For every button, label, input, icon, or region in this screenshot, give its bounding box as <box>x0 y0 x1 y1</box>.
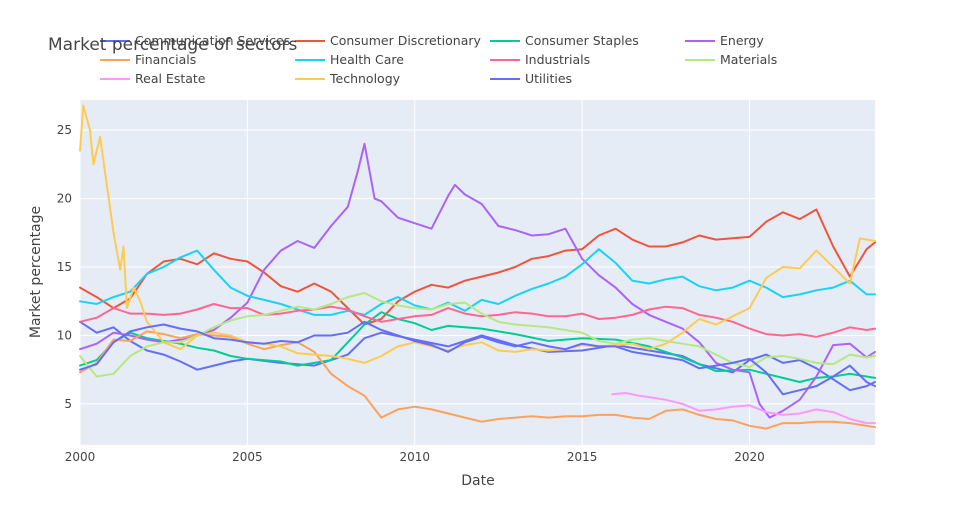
series-line-real-estate <box>611 392 876 425</box>
legend-item-energy[interactable]: Energy <box>685 33 764 48</box>
legend-item-consumer-staples[interactable]: Consumer Staples <box>490 33 639 48</box>
legend-item-utilities[interactable]: Utilities <box>490 71 572 86</box>
series-line-materials <box>79 292 876 378</box>
x-tick-label: 2015 <box>567 450 598 464</box>
chart-title: Market percentage of sectors <box>48 35 298 55</box>
legend-label: Materials <box>720 52 777 67</box>
legend-item-financials[interactable]: Financials <box>100 52 196 67</box>
series-line-utilities <box>79 320 876 396</box>
series-lines <box>79 104 876 430</box>
series-line-financials <box>79 330 876 430</box>
y-tick-label: 5 <box>64 397 72 411</box>
x-tick-label: 2010 <box>399 450 430 464</box>
legend-label: Utilities <box>525 71 572 86</box>
plot-area <box>80 100 875 445</box>
legend-label: Energy <box>720 33 764 48</box>
legend-item-consumer-discretionary[interactable]: Consumer Discretionary <box>295 33 481 48</box>
y-tick-label: 15 <box>57 260 72 274</box>
y-tick-label: 10 <box>57 328 72 342</box>
x-tick-label: 2005 <box>232 450 263 464</box>
legend-item-industrials[interactable]: Industrials <box>490 52 590 67</box>
legend-label: Technology <box>329 71 401 86</box>
legend-item-materials[interactable]: Materials <box>685 52 777 67</box>
x-tick-label: 2000 <box>65 450 96 464</box>
series-line-health-care <box>79 248 876 316</box>
y-tick-label: 20 <box>57 192 72 206</box>
series-line-industrials <box>79 303 876 338</box>
series-line-consumer-staples <box>79 311 876 383</box>
series-line-technology <box>79 104 876 364</box>
x-tick-labels: 2000 2005 2010 2015 2020 <box>65 450 765 464</box>
series-line-consumer-discretionary <box>79 208 876 326</box>
y-tick-label: 25 <box>57 123 72 137</box>
legend-label: Communication Services <box>135 33 290 48</box>
legend-label: Consumer Discretionary <box>330 33 481 48</box>
y-axis-title: Market percentage <box>28 206 44 338</box>
legend-label: Industrials <box>525 52 590 67</box>
legend-label: Consumer Staples <box>525 33 639 48</box>
legend[interactable]: Communication Services Consumer Discretio… <box>100 33 777 86</box>
legend-item-communication-services[interactable]: Communication Services <box>100 33 290 48</box>
legend-label: Health Care <box>330 52 404 67</box>
legend-item-technology[interactable]: Technology <box>295 71 401 86</box>
series-line-communication-services <box>79 320 876 392</box>
legend-item-real-estate[interactable]: Real Estate <box>100 71 206 86</box>
x-axis-title: Date <box>461 473 494 489</box>
x-tick-label: 2020 <box>734 450 765 464</box>
y-tick-labels: 5 10 15 20 25 <box>57 123 72 411</box>
legend-label: Real Estate <box>135 71 206 86</box>
legend-item-health-care[interactable]: Health Care <box>295 52 404 67</box>
legend-label: Financials <box>135 52 196 67</box>
